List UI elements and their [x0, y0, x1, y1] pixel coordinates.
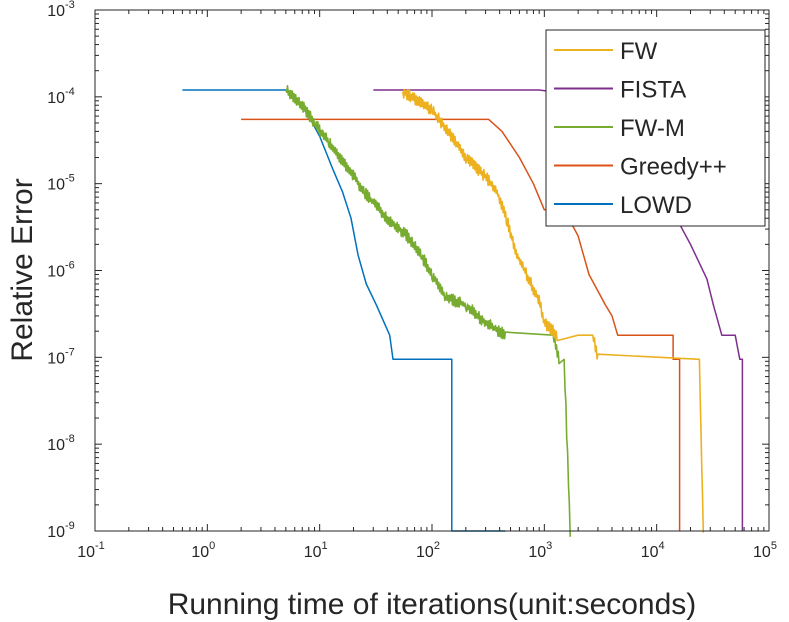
legend-label-fw: FW [620, 38, 658, 65]
series-line-fw-m [285, 85, 571, 537]
y-tick-label: 10-3 [47, 0, 75, 20]
y-tick-label: 10-6 [47, 260, 75, 281]
legend-label-lowd: LOWD [620, 192, 692, 219]
x-tick-label: 102 [416, 540, 440, 561]
x-tick-label: 105 [753, 540, 777, 561]
ticks-layer: 10-1 100 101 102 103 104 105 10-9 10-8 10-7 10-6 10… [47, 0, 777, 561]
y-tick-label: 10-8 [47, 433, 75, 454]
y-axis-label: Relative Error [6, 178, 39, 361]
x-axis-label: Running time of iterations(unit:seconds) [168, 588, 697, 621]
x-tick-label: 10-1 [77, 540, 105, 561]
legend-label-greedy-: Greedy++ [620, 154, 727, 181]
legend: FW FISTA FW-M Greedy++ LOWD [545, 29, 766, 227]
x-tick-label: 103 [528, 540, 552, 561]
legend-label-fw-m: FW-M [620, 115, 685, 142]
y-tick-label: 10-7 [47, 346, 75, 367]
x-tick-label: 100 [191, 540, 215, 561]
y-tick-label: 10-5 [47, 173, 75, 194]
series-line-fw [402, 88, 705, 533]
legend-label-fista: FISTA [620, 77, 686, 104]
y-tick-label: 10-9 [47, 520, 75, 541]
y-tick-label: 10-4 [47, 86, 75, 107]
x-tick-label: 101 [304, 540, 328, 561]
x-tick-label: 104 [641, 540, 665, 561]
series-line-greedy- [241, 118, 681, 531]
